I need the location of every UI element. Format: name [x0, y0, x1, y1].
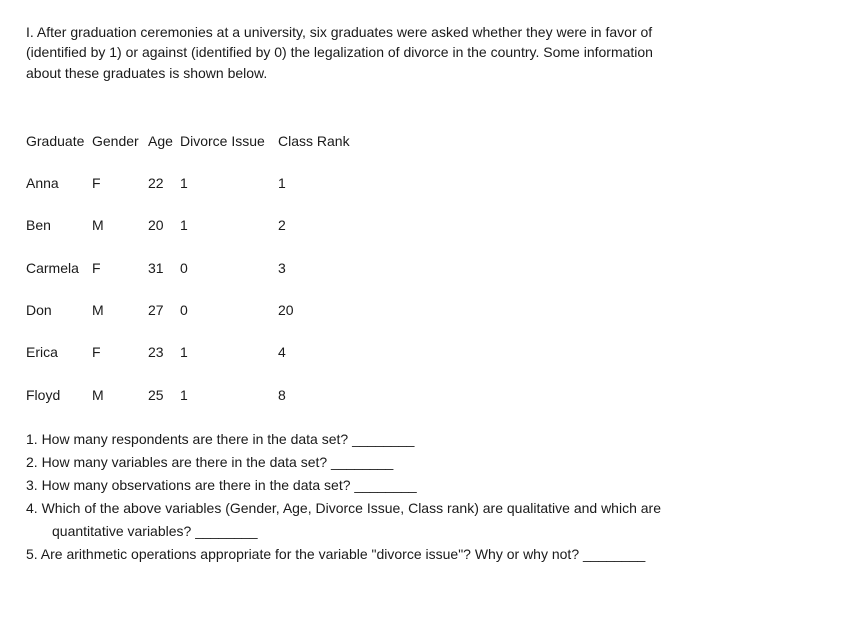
cell-classrank: 2	[278, 215, 358, 257]
question-3: 3. How many observations are there in th…	[26, 475, 829, 496]
data-table: Graduate Gender Age Divorce Issue Class …	[26, 131, 358, 415]
question-2: 2. How many variables are there in the d…	[26, 452, 829, 473]
table-row: Anna F 22 1 1	[26, 173, 358, 215]
cell-classrank: 8	[278, 385, 358, 415]
cell-graduate: Don	[26, 300, 92, 342]
cell-age: 27	[148, 300, 180, 342]
cell-divorce: 1	[180, 173, 278, 215]
cell-age: 22	[148, 173, 180, 215]
cell-divorce: 0	[180, 258, 278, 300]
cell-age: 25	[148, 385, 180, 415]
cell-divorce: 1	[180, 215, 278, 257]
table-header-row: Graduate Gender Age Divorce Issue Class …	[26, 131, 358, 173]
cell-graduate: Erica	[26, 342, 92, 384]
cell-gender: M	[92, 385, 148, 415]
cell-divorce: 1	[180, 342, 278, 384]
cell-graduate: Anna	[26, 173, 92, 215]
questions-block: 1. How many respondents are there in the…	[26, 429, 829, 565]
cell-age: 20	[148, 215, 180, 257]
header-gender: Gender	[92, 131, 148, 173]
cell-classrank: 20	[278, 300, 358, 342]
intro-line-3: about these graduates is shown below.	[26, 63, 829, 83]
cell-classrank: 4	[278, 342, 358, 384]
question-4a: 4. Which of the above variables (Gender,…	[26, 498, 829, 519]
header-classrank: Class Rank	[278, 131, 358, 173]
question-1: 1. How many respondents are there in the…	[26, 429, 829, 450]
cell-age: 31	[148, 258, 180, 300]
cell-gender: M	[92, 300, 148, 342]
intro-line-2: (identified by 1) or against (identified…	[26, 42, 829, 62]
table-row: Ben M 20 1 2	[26, 215, 358, 257]
intro-line-1: I. After graduation ceremonies at a univ…	[26, 22, 829, 42]
question-5: 5. Are arithmetic operations appropriate…	[26, 544, 829, 565]
cell-gender: F	[92, 258, 148, 300]
cell-classrank: 1	[278, 173, 358, 215]
question-4b: quantitative variables? ________	[26, 521, 829, 542]
cell-graduate: Carmela	[26, 258, 92, 300]
cell-gender: F	[92, 173, 148, 215]
table-row: Carmela F 31 0 3	[26, 258, 358, 300]
cell-graduate: Floyd	[26, 385, 92, 415]
table-row: Don M 27 0 20	[26, 300, 358, 342]
intro-paragraph: I. After graduation ceremonies at a univ…	[26, 22, 829, 83]
cell-divorce: 1	[180, 385, 278, 415]
cell-gender: M	[92, 215, 148, 257]
table-row: Erica F 23 1 4	[26, 342, 358, 384]
table-row: Floyd M 25 1 8	[26, 385, 358, 415]
cell-classrank: 3	[278, 258, 358, 300]
cell-divorce: 0	[180, 300, 278, 342]
header-divorce: Divorce Issue	[180, 131, 278, 173]
header-graduate: Graduate	[26, 131, 92, 173]
header-age: Age	[148, 131, 180, 173]
cell-gender: F	[92, 342, 148, 384]
cell-age: 23	[148, 342, 180, 384]
cell-graduate: Ben	[26, 215, 92, 257]
